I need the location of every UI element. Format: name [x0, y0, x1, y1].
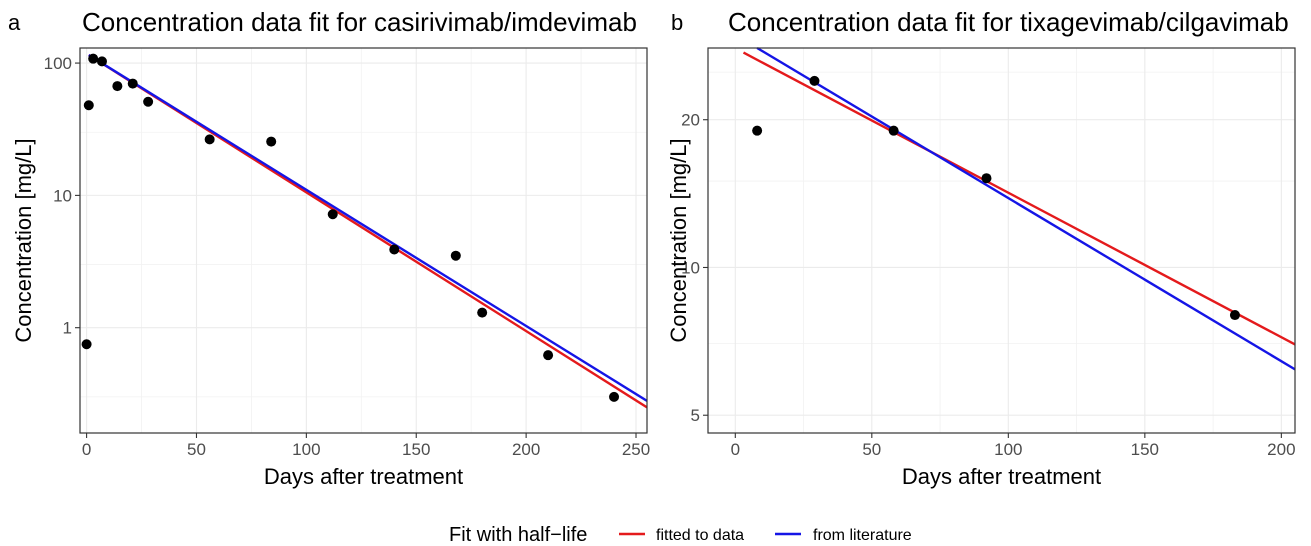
y-tick-label: 1: [63, 319, 72, 338]
panel-a-series: [88, 54, 648, 409]
data-point: [752, 125, 763, 136]
panel-a-y-ticks: 1 10 100: [44, 54, 80, 338]
x-tick-label: 0: [82, 440, 91, 459]
data-point: [81, 339, 92, 350]
panel-a-points: [81, 53, 620, 402]
data-point: [83, 100, 94, 111]
panel-b-y-axis-label: Concentration [mg/L]: [666, 138, 691, 342]
y-tick-label: 5: [691, 406, 700, 425]
legend-label-literature: from literature: [813, 527, 912, 544]
x-tick-label: 150: [402, 440, 430, 459]
panel-a: a Concentration data fit for casirivimab…: [8, 7, 650, 489]
panel-a-gridlines: [80, 48, 647, 433]
data-point: [266, 136, 277, 147]
panel-a-plot-area: [80, 48, 647, 433]
panel-a-x-axis-label: Days after treatment: [264, 464, 463, 489]
panel-b-plot-area: [708, 48, 1295, 433]
panel-b: b Concentration data fit for tixagevimab…: [666, 7, 1296, 489]
panel-b-points: [752, 75, 1240, 321]
data-point: [143, 96, 154, 107]
x-tick-label: 250: [622, 440, 650, 459]
data-point: [112, 81, 123, 92]
y-tick-label: 10: [53, 186, 72, 205]
data-point: [609, 391, 620, 402]
x-tick-label: 200: [512, 440, 540, 459]
data-point: [88, 53, 99, 64]
legend: Fit with half−life fitted to data from l…: [449, 524, 912, 546]
y-tick-label: 100: [44, 54, 72, 73]
panel-b-gridlines: [708, 48, 1295, 433]
panel-a-title: Concentration data fit for casirivimab/i…: [82, 7, 637, 37]
panel-a-label: a: [8, 10, 21, 35]
panel-a-border: [79, 47, 648, 434]
panel-b-title: Concentration data fit for tixagevimab/c…: [728, 7, 1289, 37]
data-point: [327, 209, 338, 220]
legend-label-fitted: fitted to data: [656, 527, 744, 544]
y-tick-label: 20: [681, 111, 700, 130]
data-point: [809, 75, 820, 86]
panel-b-y-ticks: 5 10 20: [681, 111, 708, 425]
panel-b-x-ticks: 0 50 100 150 200: [731, 433, 1296, 459]
panel-b-series: [742, 46, 1296, 371]
series-line-from-literature: [756, 46, 1296, 371]
data-point: [204, 134, 215, 145]
x-tick-label: 0: [731, 440, 740, 459]
panel-b-label: b: [671, 10, 683, 35]
x-tick-label: 100: [292, 440, 320, 459]
panel-a-x-ticks: 0 50 100 150 200 250: [82, 433, 650, 459]
x-tick-label: 200: [1267, 440, 1295, 459]
panel-a-y-axis-label: Concentration [mg/L]: [11, 138, 36, 342]
series-line-fitted-to-data: [742, 51, 1296, 346]
x-tick-label: 150: [1131, 440, 1159, 459]
data-point: [389, 244, 400, 255]
data-point: [477, 307, 488, 318]
x-tick-label: 50: [187, 440, 206, 459]
data-point: [127, 78, 138, 89]
y-tick-label: 10: [681, 258, 700, 277]
series-line-from-literature: [88, 54, 648, 402]
data-point: [1229, 310, 1240, 321]
panel-b-border: [707, 47, 1296, 434]
data-point: [450, 250, 461, 261]
data-point: [96, 56, 107, 67]
x-tick-label: 50: [862, 440, 881, 459]
data-point: [888, 125, 899, 136]
panel-b-x-axis-label: Days after treatment: [902, 464, 1101, 489]
data-point: [981, 173, 992, 184]
legend-title: Fit with half−life: [449, 524, 587, 546]
x-tick-label: 100: [994, 440, 1022, 459]
data-point: [543, 350, 554, 361]
